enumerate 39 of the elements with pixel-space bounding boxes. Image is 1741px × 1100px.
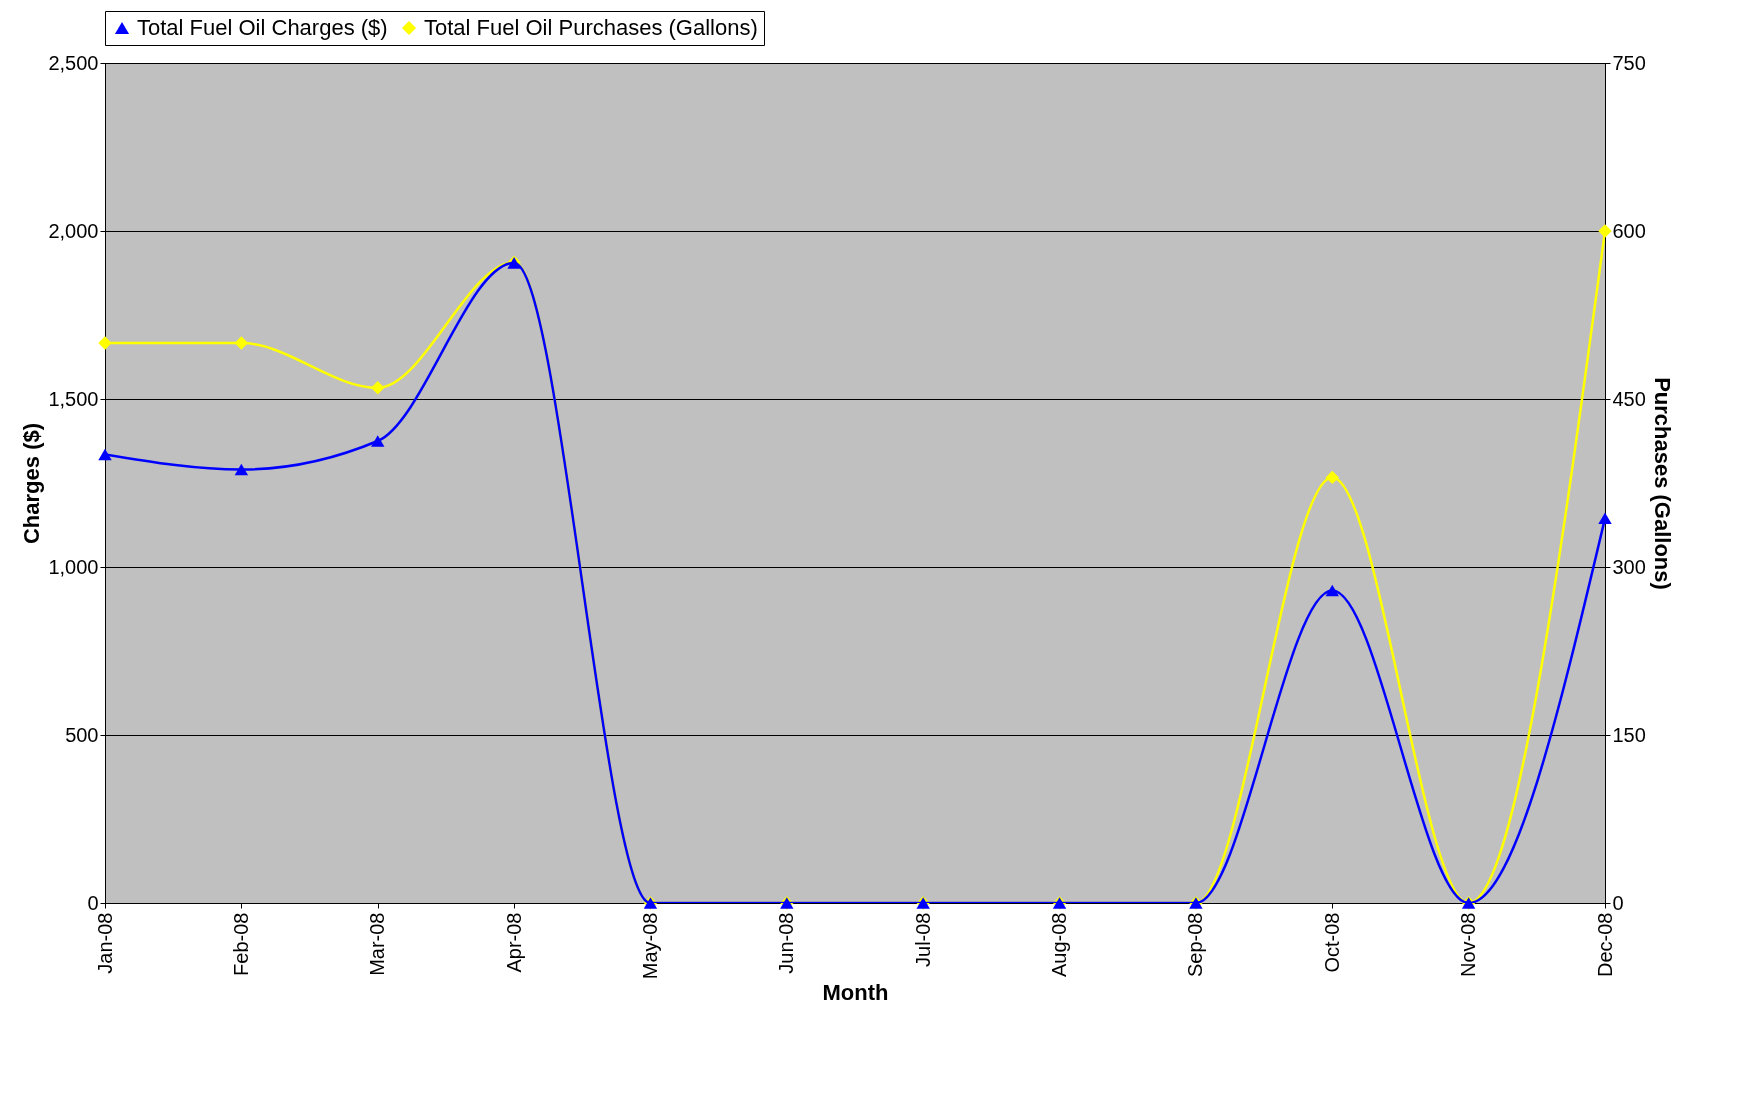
x-tick-label: Mar-08 [366,912,389,976]
x-tick-label: Nov-08 [1457,912,1480,977]
point [234,336,249,350]
y-tick-label: 1,000 [48,555,99,578]
x-tick-label: Dec-08 [1593,912,1616,977]
x-tick-label: Aug-08 [1048,912,1071,977]
x-tick-label: Oct-08 [1320,912,1343,973]
y2-tick-label: 450 [1612,387,1646,410]
x-tick-label: Feb-08 [229,912,252,976]
y2-tick-label: 300 [1612,555,1646,578]
point [371,381,385,395]
point [1325,470,1339,485]
y-axis-title: Charges ($) [19,422,45,545]
point [98,448,112,461]
legend-label: Total Fuel Oil Charges ($) [137,15,388,40]
x-tick-label: Jan-08 [93,912,116,974]
x-tick-label: Jul-08 [911,912,934,967]
x-tick-label: Sep-08 [1184,912,1207,977]
point [1598,224,1612,238]
y-tick-label: 0 [87,891,99,914]
y2-tick-label: 0 [1612,891,1624,914]
x-tick-label: May-08 [638,912,661,980]
y-tick-label: 2,500 [48,51,99,74]
point [234,463,249,476]
y2-tick-label: 150 [1612,723,1646,746]
y2-tick-label: 600 [1612,219,1646,242]
point [1325,584,1339,597]
x-tick-label: Jun-08 [775,912,798,974]
y-tick-label: 500 [65,723,99,746]
y-tick-label: 1,500 [48,387,99,410]
legend-label: Total Fuel Oil Purchases (Gallons) [424,15,758,40]
point [1598,512,1612,525]
x-tick-label: Apr-08 [502,912,525,973]
point [98,336,112,350]
y-tick-label: 2,000 [48,219,99,242]
x-axis-title: Month [822,980,889,1006]
y2-axis-title: Purchases (Gallons) [1649,377,1675,590]
y2-tick-label: 750 [1612,51,1646,74]
point [371,435,385,447]
